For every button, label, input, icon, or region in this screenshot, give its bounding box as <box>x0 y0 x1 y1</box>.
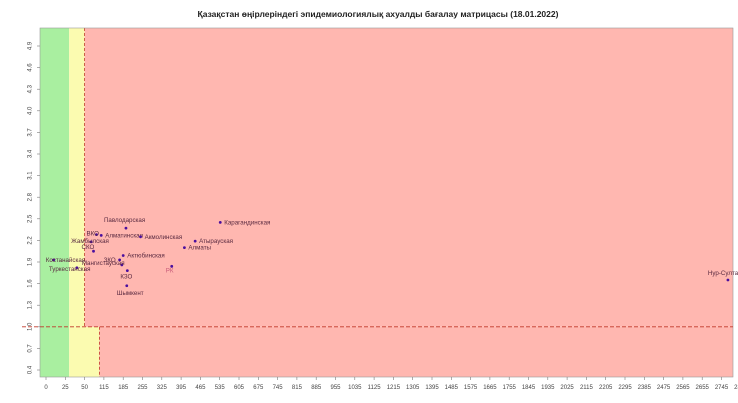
y-tick-label: 2.2 <box>28 236 34 245</box>
x-tick-label: 2205 <box>599 385 613 391</box>
y-tick-label: 1.9 <box>28 257 34 266</box>
x-tick-label: 1035 <box>348 385 362 391</box>
x-tick-label: 2115 <box>580 385 594 391</box>
point-label: ВКО <box>86 231 99 238</box>
x-tick-label: 2655 <box>696 385 710 391</box>
point-4 <box>99 233 103 237</box>
y-tick-label: 2.8 <box>28 192 34 201</box>
point-label: Алматинская <box>105 232 143 239</box>
point-label: РК <box>166 267 174 274</box>
point-12 <box>52 258 56 262</box>
x-tick-label: 1845 <box>522 385 536 391</box>
point-15 <box>75 266 79 270</box>
x-tick-label: 2025 <box>560 385 574 391</box>
x-tick-label: 885 <box>311 385 322 391</box>
x-tick-label: 465 <box>195 385 206 391</box>
y-tick-label: 1.6 <box>28 279 34 288</box>
x-tick-label: 745 <box>273 385 284 391</box>
point-label: Шымкент <box>117 290 144 297</box>
x-tick-label: 2565 <box>676 385 690 391</box>
x-tick-label: 0 <box>44 385 48 391</box>
x-tick-label: 325 <box>157 385 168 391</box>
x-tick-label: 25 <box>62 385 69 391</box>
x-tick-label: 2475 <box>657 385 671 391</box>
point-label: Акмолинская <box>145 234 183 241</box>
point-6 <box>89 240 93 244</box>
y-tick-label: 3.7 <box>28 128 34 137</box>
chart-title: Қазақстан өңірлеріндегі эпидемиологиялық… <box>198 9 559 19</box>
point-label: Костанайская <box>46 257 85 264</box>
x-tick-label: 1305 <box>406 385 420 391</box>
x-tick-label: 1665 <box>483 385 497 391</box>
zone-3 <box>69 28 85 327</box>
y-tick-label: 0.7 <box>28 344 34 353</box>
zone-4 <box>99 326 733 377</box>
point-label: Туркестанская <box>49 266 91 273</box>
point-label: ЗКО <box>104 257 116 264</box>
axes-layer: 0 25 50 115 185 255 325 395 465 535 605 675 745 815 88… <box>22 27 738 391</box>
x-tick-label: 2745 <box>715 385 729 391</box>
x-tick-label: 115 <box>99 385 109 391</box>
point-16 <box>125 269 129 273</box>
point-14 <box>170 264 174 268</box>
x-tick-label: 535 <box>215 385 226 391</box>
x-tick-label: 675 <box>253 385 264 391</box>
zone-2 <box>69 326 100 377</box>
point-7 <box>193 239 197 243</box>
x-tick-label: 1575 <box>464 385 478 391</box>
x-tick-label: 2385 <box>638 385 652 391</box>
y-tick-label: 4.9 <box>28 41 34 50</box>
point-9 <box>92 249 95 253</box>
point-17 <box>125 284 129 288</box>
zones-layer <box>40 28 734 377</box>
x-tick-label: 185 <box>118 385 129 391</box>
plot-frame <box>39 27 734 378</box>
point-10 <box>121 254 125 257</box>
x-tick-label: 50 <box>81 385 88 391</box>
point-11 <box>118 258 122 262</box>
point-label: СКО <box>82 244 95 251</box>
points-layer: Павлодарская Карагандинская ВКО Алматинская… <box>46 217 738 297</box>
y-tick-label: 4.6 <box>28 63 34 72</box>
y-tick-label: 4.3 <box>28 84 34 93</box>
point-5 <box>139 235 142 239</box>
point-label: Актюбинская <box>127 253 165 260</box>
point-3 <box>95 233 98 237</box>
point-2 <box>218 221 222 224</box>
x-tick-label: 815 <box>292 385 303 391</box>
x-tick-label: 1125 <box>368 385 382 391</box>
point-label: Алматы <box>188 245 211 252</box>
zone-1 <box>40 28 70 377</box>
x-tick-label: 605 <box>234 385 245 391</box>
x-tick-label: 955 <box>330 385 341 391</box>
y-tick-label: 0.4 <box>28 365 34 374</box>
point-label: Мангистауская <box>82 260 125 267</box>
x-tick-label: 1935 <box>541 385 555 391</box>
point-label: Карагандинская <box>224 219 270 226</box>
x-tick-label: 1755 <box>503 385 517 391</box>
point-18 <box>726 278 730 282</box>
point-8 <box>183 246 186 250</box>
x-tick-label: 2835 <box>734 385 738 391</box>
x-tick-label: 1215 <box>387 385 401 391</box>
point-13 <box>120 263 124 267</box>
zone-5 <box>84 28 734 327</box>
y-tick-label: 4.0 <box>28 106 34 115</box>
y-tick-label: 2.5 <box>28 214 34 223</box>
x-tick-label: 255 <box>137 385 148 391</box>
x-tick-label: 1395 <box>425 385 439 391</box>
x-tick-label: 395 <box>176 385 187 391</box>
y-tick-label: 3.4 <box>28 149 34 158</box>
point-label: Нур-Султан <box>708 270 738 277</box>
x-tick-label: 2295 <box>618 385 632 391</box>
point-label: Атырауская <box>199 238 233 245</box>
x-tick-label: 1485 <box>445 385 459 391</box>
point-label: Павлодарская <box>104 217 145 224</box>
y-tick-label: 1.3 <box>28 300 34 309</box>
point-label: КЗО <box>120 274 132 281</box>
point-1 <box>124 226 128 230</box>
y-tick-label: 3.1 <box>28 171 34 180</box>
point-label: Жамбылская <box>71 238 109 245</box>
